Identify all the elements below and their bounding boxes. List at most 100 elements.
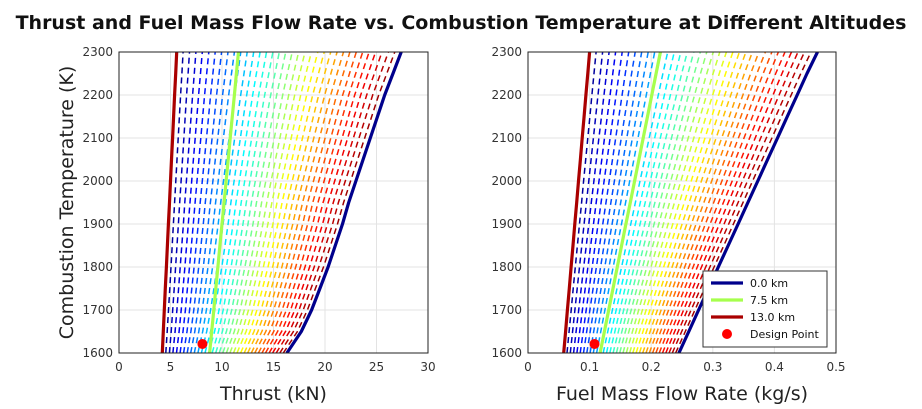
x-tick-label: 0.4 bbox=[765, 360, 784, 374]
y-tick-label: 2100 bbox=[82, 131, 113, 145]
altitude-band-line bbox=[641, 52, 747, 353]
altitude-band-line bbox=[645, 52, 754, 353]
altitude-band-line bbox=[243, 52, 325, 353]
altitude-band-line bbox=[665, 52, 793, 353]
altitude-band-line bbox=[625, 52, 715, 353]
legend-label: 13.0 km bbox=[750, 311, 795, 324]
y-tick-label: 2200 bbox=[491, 88, 522, 102]
altitude-band-line bbox=[218, 52, 281, 353]
altitude-band-line bbox=[172, 52, 197, 353]
altitude-band-line bbox=[595, 52, 656, 353]
altitude-band-line bbox=[186, 52, 223, 353]
altitude-band-line bbox=[179, 52, 210, 353]
x-tick-label: 10 bbox=[214, 360, 229, 374]
altitude-band-line bbox=[671, 52, 806, 353]
altitude-band-line bbox=[175, 52, 204, 353]
y-tick-label: 1700 bbox=[491, 303, 522, 317]
altitude-band-line bbox=[193, 52, 236, 353]
altitude-band-line bbox=[566, 52, 597, 353]
series-line-7-5-km bbox=[208, 52, 241, 353]
y-tick-label: 2100 bbox=[491, 131, 522, 145]
altitude-band-line bbox=[582, 52, 630, 353]
legend: 0.0 km 7.5 km 13.0 km Design Point bbox=[702, 270, 828, 348]
figure-title: Thrust and Fuel Mass Flow Rate vs. Combu… bbox=[16, 12, 907, 34]
altitude-band-line bbox=[236, 52, 313, 353]
altitude-band-line bbox=[632, 52, 728, 353]
altitude-band-line bbox=[165, 52, 184, 353]
y-tick-label: 2000 bbox=[491, 174, 522, 188]
y-tick-label: 2300 bbox=[82, 45, 113, 59]
altitude-band-line bbox=[268, 52, 370, 353]
altitude-band-line bbox=[282, 52, 396, 353]
legend-label: 0.0 km bbox=[750, 277, 788, 290]
legend-label: 7.5 km bbox=[750, 294, 788, 307]
x-axis-label: Thrust (kN) bbox=[219, 383, 327, 405]
altitude-band-line bbox=[589, 52, 643, 353]
y-tick-label: 1900 bbox=[82, 217, 113, 231]
altitude-band-line bbox=[655, 52, 773, 353]
series-line-0-0-km bbox=[285, 52, 403, 353]
altitude-band-line bbox=[651, 52, 767, 353]
x-tick-label: 0.1 bbox=[580, 360, 599, 374]
altitude-band-line bbox=[207, 52, 261, 353]
series-line-13-0-km bbox=[562, 52, 592, 353]
legend-swatch-dot bbox=[722, 329, 732, 339]
altitude-band-line bbox=[271, 52, 377, 353]
series-line-0-0-km bbox=[677, 52, 819, 353]
axes-frame bbox=[527, 51, 837, 354]
altitude-band-line bbox=[168, 52, 191, 353]
x-tick-label: 20 bbox=[317, 360, 332, 374]
y-axis-label: Combustion Temperature (K) bbox=[56, 66, 78, 340]
y-tick-label: 2300 bbox=[491, 45, 522, 59]
altitude-band-line bbox=[222, 52, 287, 353]
design-point-marker bbox=[197, 338, 208, 349]
altitude-band-line bbox=[211, 52, 268, 353]
x-tick-label: 5 bbox=[167, 360, 175, 374]
x-tick-label: 25 bbox=[369, 360, 384, 374]
altitude-band-line bbox=[254, 52, 345, 353]
altitude-band-line bbox=[572, 52, 610, 353]
altitude-band-line bbox=[182, 52, 216, 353]
altitude-band-line bbox=[250, 52, 338, 353]
altitude-band-line bbox=[247, 52, 332, 353]
altitude-band-line bbox=[257, 52, 351, 353]
altitude-band-line bbox=[200, 52, 248, 353]
altitude-band-line bbox=[225, 52, 293, 353]
altitude-band-line bbox=[232, 52, 306, 353]
altitude-band-line bbox=[214, 52, 274, 353]
altitude-band-line bbox=[609, 52, 682, 353]
chart-panel-1: 0 5 10 15 20 25 30 1600 1700 1800 1900 2000 2100 2200… bbox=[56, 45, 436, 405]
altitude-band-line bbox=[275, 52, 383, 353]
y-tick-label: 1900 bbox=[491, 217, 522, 231]
altitude-band-line bbox=[605, 52, 676, 353]
y-tick-label: 1600 bbox=[82, 346, 113, 360]
x-tick-label: 0.2 bbox=[642, 360, 661, 374]
altitude-band-line bbox=[576, 52, 617, 353]
altitude-band-line bbox=[592, 52, 649, 353]
altitude-band-line bbox=[648, 52, 760, 353]
altitude-band-line bbox=[635, 52, 734, 353]
altitude-band-line bbox=[189, 52, 229, 353]
axes-frame bbox=[118, 51, 429, 354]
altitude-band-line bbox=[569, 52, 604, 353]
altitude-band-line bbox=[602, 52, 669, 353]
series-line-13-0-km bbox=[160, 52, 179, 353]
legend-label: Design Point bbox=[750, 328, 819, 341]
altitude-band-line bbox=[661, 52, 786, 353]
y-tick-label: 2000 bbox=[82, 174, 113, 188]
x-tick-label: 15 bbox=[266, 360, 281, 374]
y-tick-label: 1700 bbox=[82, 303, 113, 317]
panels: 0 5 10 15 20 25 30 1600 1700 1800 1900 2000 2100 2200… bbox=[56, 45, 846, 405]
altitude-band-line bbox=[612, 52, 689, 353]
y-tick-label: 2200 bbox=[82, 88, 113, 102]
altitude-band-line bbox=[668, 52, 799, 353]
altitude-band-line bbox=[229, 52, 300, 353]
altitude-band-line bbox=[615, 52, 695, 353]
altitude-band-line bbox=[618, 52, 702, 353]
x-tick-label: 0.3 bbox=[703, 360, 722, 374]
plot-area bbox=[562, 52, 819, 353]
altitude-band-line bbox=[628, 52, 721, 353]
altitude-band-line bbox=[264, 52, 364, 353]
altitude-band-line bbox=[239, 52, 319, 353]
